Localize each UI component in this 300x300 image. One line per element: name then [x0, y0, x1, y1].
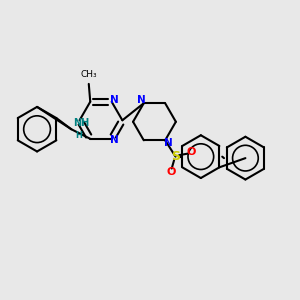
Text: NH: NH — [73, 118, 89, 128]
Text: O: O — [186, 147, 196, 157]
Text: N: N — [110, 135, 119, 145]
Text: N: N — [137, 95, 146, 105]
Text: CH₃: CH₃ — [80, 70, 97, 80]
Text: N: N — [164, 138, 172, 148]
Text: N: N — [110, 95, 119, 105]
Text: S: S — [171, 150, 180, 163]
Text: O: O — [167, 167, 176, 177]
Text: H: H — [75, 131, 82, 140]
